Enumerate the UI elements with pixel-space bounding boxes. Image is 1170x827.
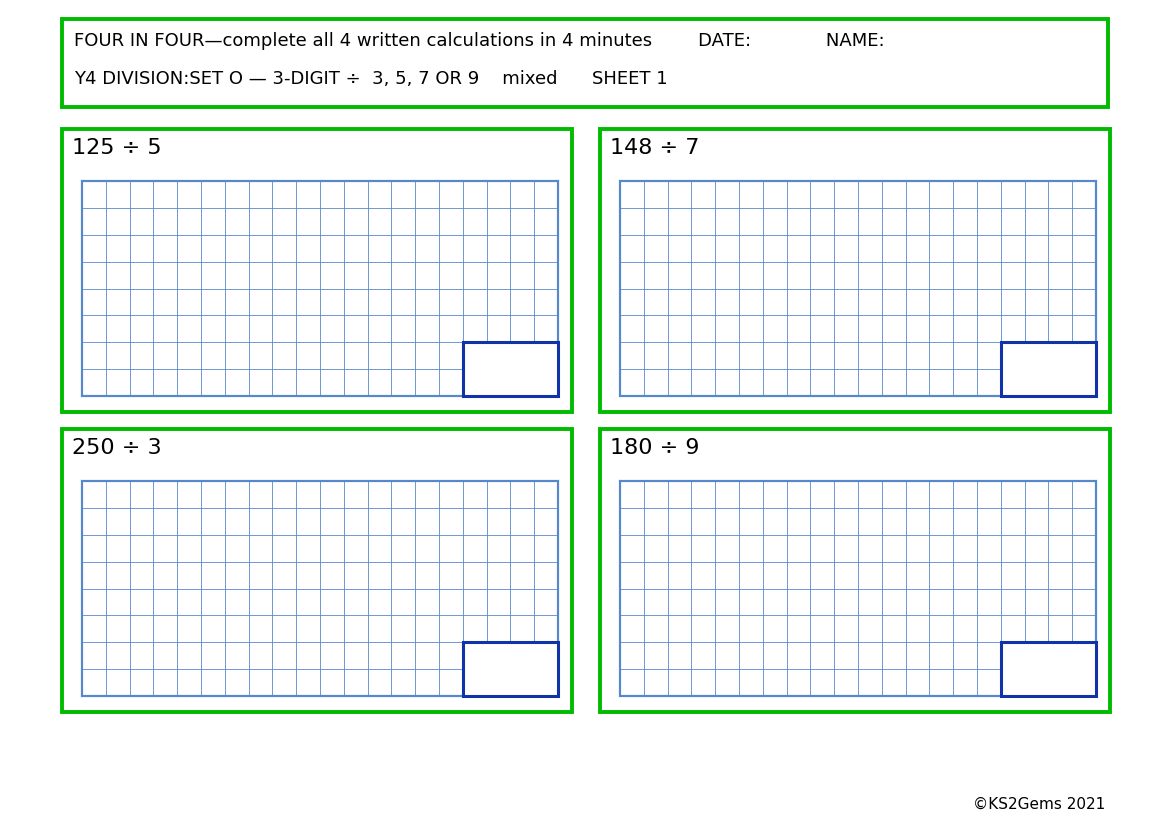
Bar (463, 643, 558, 696)
Bar (1000, 343, 1096, 396)
Text: Y4 DIVISION:SET O — 3-DIGIT ÷  3, 5, 7 OR 9    mixed      SHEET 1: Y4 DIVISION:SET O — 3-DIGIT ÷ 3, 5, 7 OR… (74, 70, 668, 88)
Bar (82, 182, 558, 396)
Bar (62, 130, 572, 413)
Text: FOUR IN FOUR—complete all 4 written calculations in 4 minutes        DATE:      : FOUR IN FOUR—complete all 4 written calc… (74, 32, 885, 50)
Bar (1000, 643, 1096, 696)
Bar (463, 343, 558, 396)
Bar (600, 429, 1110, 712)
Text: 148 ÷ 7: 148 ÷ 7 (610, 138, 700, 158)
Bar (62, 429, 572, 712)
Bar (600, 130, 1110, 413)
Bar (620, 481, 1096, 696)
Text: 180 ÷ 9: 180 ÷ 9 (610, 437, 700, 457)
Text: ©KS2Gems 2021: ©KS2Gems 2021 (972, 796, 1104, 811)
Bar (620, 182, 1096, 396)
Text: 250 ÷ 3: 250 ÷ 3 (73, 437, 161, 457)
Bar (62, 20, 1108, 108)
Text: 125 ÷ 5: 125 ÷ 5 (73, 138, 161, 158)
Bar (82, 481, 558, 696)
